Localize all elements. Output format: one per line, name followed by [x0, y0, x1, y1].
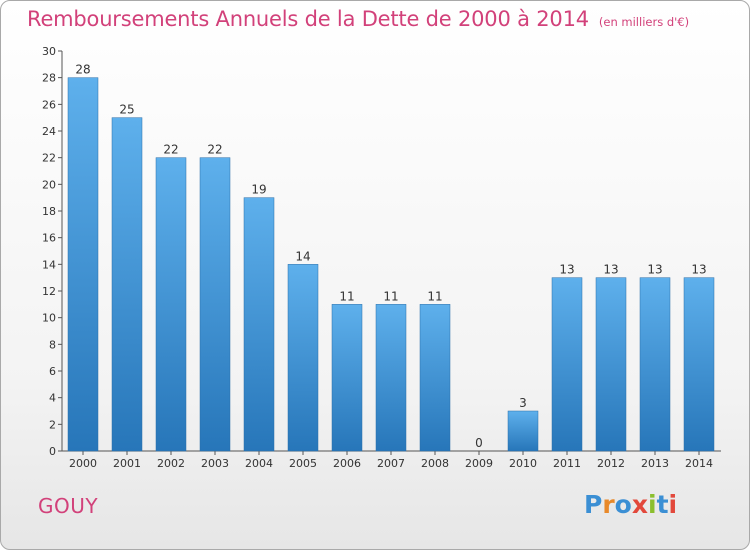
y-tick-label: 8 [49, 338, 56, 351]
value-label: 14 [295, 249, 310, 263]
bar-2011 [551, 277, 583, 452]
chart-subtitle: (en milliers d'€) [598, 15, 690, 29]
value-label: 13 [559, 263, 574, 277]
value-label: 28 [75, 63, 90, 77]
x-tick-label: 2007 [377, 457, 405, 470]
x-tick-label: 2009 [465, 457, 493, 470]
logo-letter: i [648, 490, 657, 519]
chart-title: Remboursements Annuels de la Dette de 20… [27, 7, 689, 31]
y-tick-label: 18 [42, 205, 56, 218]
logo-letter: x [631, 490, 648, 519]
y-tick-label: 4 [49, 392, 56, 405]
bar-2006 [331, 304, 363, 452]
x-tick-label: 2008 [421, 457, 449, 470]
bar-2014 [683, 277, 715, 452]
value-label: 13 [691, 263, 706, 277]
x-tick-label: 2005 [289, 457, 317, 470]
logo-letter: i [668, 490, 678, 519]
bar-2000 [67, 77, 99, 452]
bar-2003 [199, 157, 231, 452]
x-tick-label: 2002 [157, 457, 185, 470]
y-tick-label: 20 [42, 178, 56, 191]
x-tick-label: 2013 [641, 457, 669, 470]
x-tick-label: 2003 [201, 457, 229, 470]
value-label: 3 [519, 396, 527, 410]
x-tick-label: 2012 [597, 457, 625, 470]
value-label: 22 [163, 143, 178, 157]
bar-2005 [287, 264, 319, 452]
y-tick-label: 22 [42, 152, 56, 165]
data-labels: 28 25 22 22 19 14 11 11 11 0 3 13 13 13 13 [75, 63, 706, 450]
y-tick-label: 24 [42, 125, 56, 138]
x-tick-label: 2006 [333, 457, 361, 470]
value-label: 25 [119, 103, 134, 117]
x-tick-label: 2001 [113, 457, 141, 470]
value-label: 19 [251, 183, 266, 197]
value-label: 0 [475, 436, 483, 450]
y-tick-label: 0 [49, 445, 56, 458]
bar-2010 [507, 410, 539, 452]
x-tick-label: 2014 [685, 457, 713, 470]
bar-2012 [595, 277, 627, 452]
y-tick-label: 2 [49, 418, 56, 431]
x-tick-label: 2010 [509, 457, 537, 470]
x-tick-label: 2004 [245, 457, 273, 470]
y-tick-label: 6 [49, 365, 56, 378]
value-label: 22 [207, 143, 222, 157]
y-tick-label: 26 [42, 98, 56, 111]
y-tick-label: 14 [42, 258, 56, 271]
value-label: 13 [647, 263, 662, 277]
value-label: 13 [603, 263, 618, 277]
y-tick-label: 28 [42, 72, 56, 85]
y-tick-label: 12 [42, 285, 56, 298]
y-tick-label: 10 [42, 312, 56, 325]
bar-2013 [639, 277, 671, 452]
bar-2007 [375, 304, 407, 452]
logo-letter: P [584, 490, 603, 519]
bars [67, 77, 715, 452]
logo-letter: t [656, 490, 669, 519]
value-label: 11 [427, 289, 442, 303]
logo-letter: r [602, 490, 615, 519]
proxiti-logo: Proxiti [584, 490, 677, 519]
logo-letter: o [614, 490, 632, 519]
y-tick-label: 30 [42, 45, 56, 58]
bar-2001 [111, 117, 143, 452]
value-label: 11 [383, 289, 398, 303]
bar-2004 [243, 197, 275, 452]
city-name: GOUY [38, 494, 99, 518]
bar-2008 [419, 304, 451, 452]
y-tick-label: 16 [42, 232, 56, 245]
x-tick-label: 2000 [69, 457, 97, 470]
bar-2002 [155, 157, 187, 452]
value-label: 11 [339, 289, 354, 303]
chart-title-text: Remboursements Annuels de la Dette de 20… [27, 7, 589, 31]
x-tick-label: 2011 [553, 457, 581, 470]
